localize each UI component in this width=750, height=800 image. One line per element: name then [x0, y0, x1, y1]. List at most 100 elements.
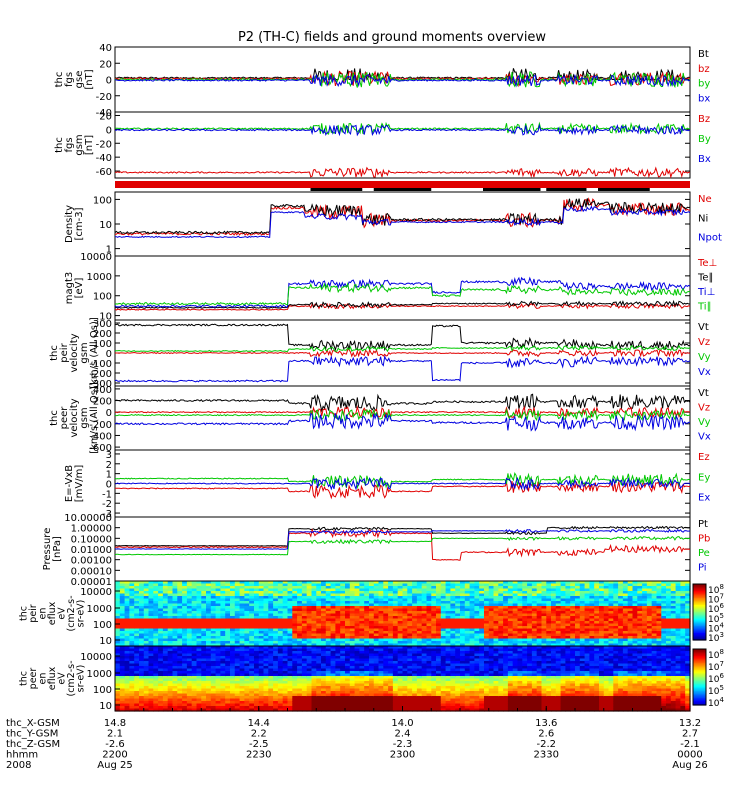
spectrogram-cell [584, 643, 590, 647]
spectrogram-cell [254, 671, 260, 675]
spectrogram-cell [392, 588, 399, 592]
spectrogram-cell [182, 603, 188, 607]
spectrogram-cell [167, 621, 174, 625]
spectrogram-cell [416, 583, 423, 587]
spectrogram-cell [488, 636, 495, 640]
spectrogram-cell [321, 591, 327, 595]
y-tick-label: 10.00000 [64, 513, 112, 524]
spectrogram-cell [234, 646, 241, 650]
spectrogram-cell [244, 593, 250, 597]
spectrogram-cell [680, 626, 686, 630]
spectrogram-cell [436, 583, 442, 587]
spectrogram-cell [412, 601, 418, 605]
spectrogram-cell [215, 626, 221, 630]
spectrogram-cell [575, 636, 581, 640]
spectrogram-cell [575, 628, 581, 632]
spectrogram-cell [412, 633, 418, 637]
spectrogram-cell [579, 598, 586, 602]
mode-bar-red [115, 181, 690, 188]
spectrogram-cell [186, 616, 193, 620]
spectrogram-cell [594, 638, 600, 642]
spectrogram-cell [177, 686, 183, 690]
spectrogram-cell [632, 608, 638, 612]
spectrogram-cell [445, 636, 451, 640]
spectrogram-cell [287, 661, 293, 665]
spectrogram-cell [646, 626, 653, 630]
spectrogram-cell [167, 633, 174, 637]
colorbar-cell [693, 586, 706, 589]
spectrogram-cell [407, 596, 413, 600]
spectrogram-cell [182, 611, 188, 615]
spectrogram-cell [306, 686, 313, 690]
colorbar-cell [693, 592, 706, 595]
spectrogram-cell [402, 621, 408, 625]
spectrogram-cell [392, 678, 399, 682]
series-line-4 [114, 412, 691, 432]
spectrogram-cell [162, 621, 169, 625]
spectrogram-cell [642, 608, 648, 612]
spectrogram-cell [225, 666, 231, 670]
spectrogram-cell [115, 673, 121, 677]
spectrogram-cell [220, 603, 226, 607]
spectrogram-cell [210, 648, 217, 652]
spectrogram-cell [119, 616, 126, 620]
spectrogram-cell [412, 616, 418, 620]
colorbar-cell [693, 609, 706, 612]
spectrogram-cell [450, 621, 456, 625]
spectrogram-cell [177, 681, 183, 685]
spectrogram-cell [531, 606, 538, 610]
spectrogram-cell [522, 603, 528, 607]
spectrogram-cell [129, 658, 135, 662]
spectrogram-cell [507, 606, 514, 610]
spectrogram-cell [354, 691, 360, 695]
spectrogram-cell [555, 593, 562, 597]
spectrogram-cell [421, 626, 428, 630]
spectrogram-cell [182, 676, 188, 680]
spectrogram-cell [297, 706, 303, 710]
spectrogram-cell [277, 626, 284, 630]
spectrogram-cell [254, 631, 260, 635]
y-axis-label-line: fgs [64, 72, 75, 87]
spectrogram-cell [244, 608, 250, 612]
spectrogram-cell [335, 633, 341, 637]
spectrogram-cell [680, 596, 686, 600]
spectrogram-cell [560, 618, 566, 622]
spectrogram-cell [460, 606, 466, 610]
spectrogram-cell [670, 581, 677, 585]
spectrogram-cell [388, 673, 394, 677]
spectrogram-cell [244, 668, 250, 672]
spectrogram-cell [282, 633, 289, 637]
spectrogram-cell [541, 631, 547, 635]
spectrogram-cell [263, 663, 269, 667]
spectrogram-cell [369, 698, 375, 702]
spectrogram-cell [392, 618, 399, 622]
spectrogram-cell [484, 626, 490, 630]
spectrogram-cell [225, 586, 231, 590]
spectrogram-cell [455, 611, 461, 615]
spectrogram-cell [522, 633, 528, 637]
spectrogram-cell [359, 618, 365, 622]
spectrogram-cell [589, 623, 595, 627]
spectrogram-cell [182, 601, 188, 605]
spectrogram-cell [340, 623, 346, 627]
spectrogram-cell [479, 593, 485, 597]
spectrogram-cell [143, 646, 150, 650]
spectrogram-cell [292, 633, 298, 637]
spectrogram-cell [589, 626, 595, 630]
spectrogram-cell [536, 593, 543, 597]
spectrogram-cell [220, 658, 226, 662]
spectrogram-cell [364, 678, 370, 682]
spectrogram-cell [685, 643, 691, 647]
spectrogram-cell [460, 628, 466, 632]
spectrogram-cell [369, 606, 375, 610]
spectrogram-cell [618, 618, 624, 622]
spectrogram-cell [239, 663, 245, 667]
spectrogram-cell [431, 588, 437, 592]
spectrogram-cell [292, 663, 298, 667]
spectrogram-cell [234, 631, 241, 635]
series-line-1 [114, 525, 691, 547]
spectrogram-cell [373, 686, 380, 690]
spectrogram-cell [273, 693, 279, 697]
spectrogram-cell [124, 631, 130, 635]
spectrogram-cell [139, 658, 145, 662]
